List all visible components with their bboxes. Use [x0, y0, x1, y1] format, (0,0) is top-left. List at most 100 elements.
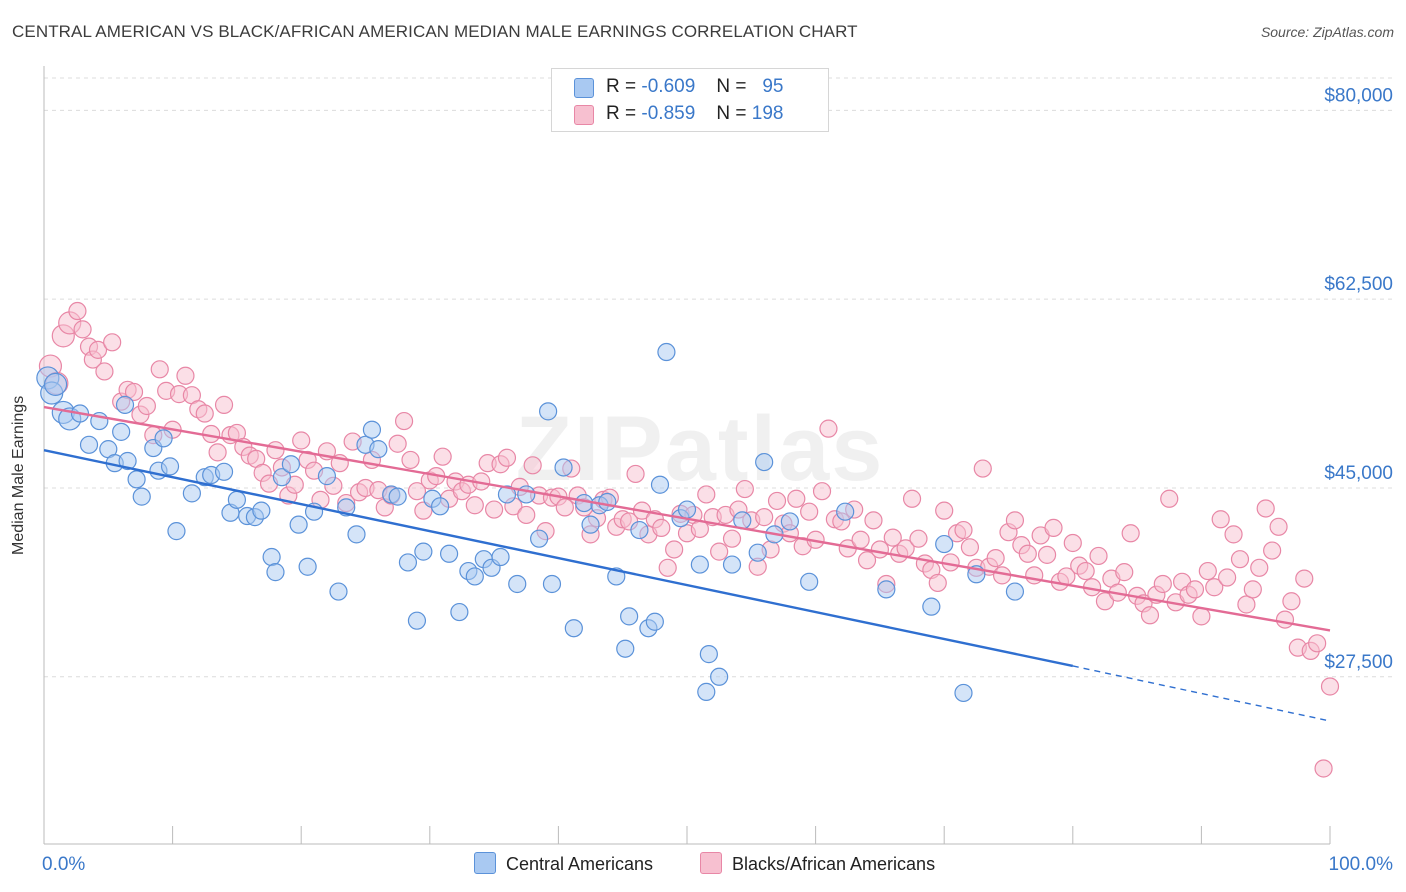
data-point: [658, 558, 677, 577]
data-point: [1192, 607, 1211, 626]
x-tick-label-left: 0.0%: [42, 854, 85, 875]
bottom-legend-swatch-pink: [700, 852, 722, 874]
data-point: [836, 502, 855, 521]
data-point: [150, 360, 169, 379]
data-point: [262, 547, 281, 567]
data-point: [650, 475, 670, 494]
data-point: [935, 534, 954, 554]
data-point: [735, 479, 754, 499]
x-tick-label-right: 100.0%: [1329, 854, 1394, 875]
data-point: [780, 512, 799, 531]
bottom-legend-label: Blacks/African Americans: [732, 854, 936, 874]
data-point: [986, 548, 1005, 568]
data-point: [1018, 544, 1037, 563]
data-point: [1063, 533, 1082, 553]
trend-lines: [43, 405, 1331, 722]
data-point: [1153, 574, 1172, 594]
data-point: [883, 528, 902, 547]
data-point: [497, 448, 517, 467]
data-point: [1089, 546, 1108, 566]
data-point: [652, 518, 671, 537]
y-tick-label: $45,000: [1324, 463, 1393, 484]
data-point: [1198, 561, 1217, 581]
data-point: [450, 602, 469, 622]
legend-r-value: -0.859: [641, 103, 696, 124]
data-point: [935, 501, 954, 520]
data-point: [118, 451, 137, 471]
data-point: [755, 452, 774, 472]
legend-n-value: 198: [751, 103, 784, 124]
data-point: [645, 612, 664, 631]
series-black-african-americans: [38, 301, 1340, 778]
data-point: [1076, 561, 1095, 581]
data-point: [902, 489, 922, 508]
data-point: [112, 422, 131, 441]
data-point: [317, 467, 337, 486]
data-point: [1269, 517, 1288, 536]
watermark: ZIPatlas: [516, 398, 885, 500]
data-point: [127, 470, 146, 489]
data-point: [329, 582, 348, 601]
data-point: [517, 485, 536, 504]
data-point: [800, 502, 819, 521]
data-point: [909, 529, 928, 548]
data-point: [722, 529, 742, 548]
data-point: [465, 567, 484, 586]
data-point: [1160, 489, 1179, 508]
data-point: [864, 511, 883, 530]
data-point: [1250, 558, 1269, 577]
data-point: [362, 420, 382, 439]
data-point: [369, 440, 388, 459]
data-point: [491, 547, 510, 567]
data-point: [272, 468, 292, 487]
data-point: [227, 490, 246, 509]
data-point: [748, 543, 767, 562]
data-point: [214, 395, 234, 414]
data-point: [43, 372, 68, 396]
data-point: [819, 419, 838, 438]
data-point: [539, 402, 558, 421]
data-point: [252, 501, 271, 520]
data-point: [1230, 550, 1250, 569]
data-point: [1205, 578, 1224, 597]
data-point: [657, 342, 676, 362]
legend-r-label: R =: [606, 103, 637, 124]
data-point: [690, 555, 709, 574]
data-point: [710, 542, 729, 561]
data-point: [388, 487, 407, 506]
data-point: [266, 563, 285, 582]
data-point: [124, 382, 144, 402]
data-point: [697, 485, 716, 504]
data-point: [697, 682, 716, 701]
data-point: [517, 505, 536, 525]
data-point: [960, 538, 980, 557]
y-tick-labels: $27,500 $45,000 $62,500 $80,000: [1324, 85, 1393, 672]
data-point: [1025, 566, 1044, 585]
data-point: [1115, 563, 1134, 582]
legend-r-label: R =: [606, 76, 637, 97]
data-point: [95, 362, 114, 381]
bottom-legend-label: Central Americans: [506, 854, 654, 874]
data-point: [508, 574, 527, 594]
data-point: [1005, 582, 1025, 601]
axes: [43, 66, 1331, 845]
legend-r-value: -0.609: [641, 76, 696, 97]
data-point: [954, 520, 973, 540]
data-point: [523, 456, 542, 475]
data-point: [973, 459, 992, 478]
data-point: [347, 525, 366, 544]
data-point: [497, 485, 517, 504]
trend-line-black-african-americans: [43, 405, 1331, 632]
data-point: [465, 496, 484, 515]
data-point: [554, 458, 573, 477]
data-point: [433, 447, 452, 466]
data-point: [182, 484, 201, 503]
data-point: [1224, 525, 1243, 544]
trend-line-central-americans: [43, 449, 1074, 668]
legend-n-label: N =: [716, 103, 747, 124]
data-point: [616, 639, 635, 658]
data-point: [755, 508, 774, 527]
x-tick-labels: 0.0% 100.0%: [42, 854, 1393, 875]
data-point: [767, 491, 787, 511]
data-point: [1044, 518, 1063, 537]
